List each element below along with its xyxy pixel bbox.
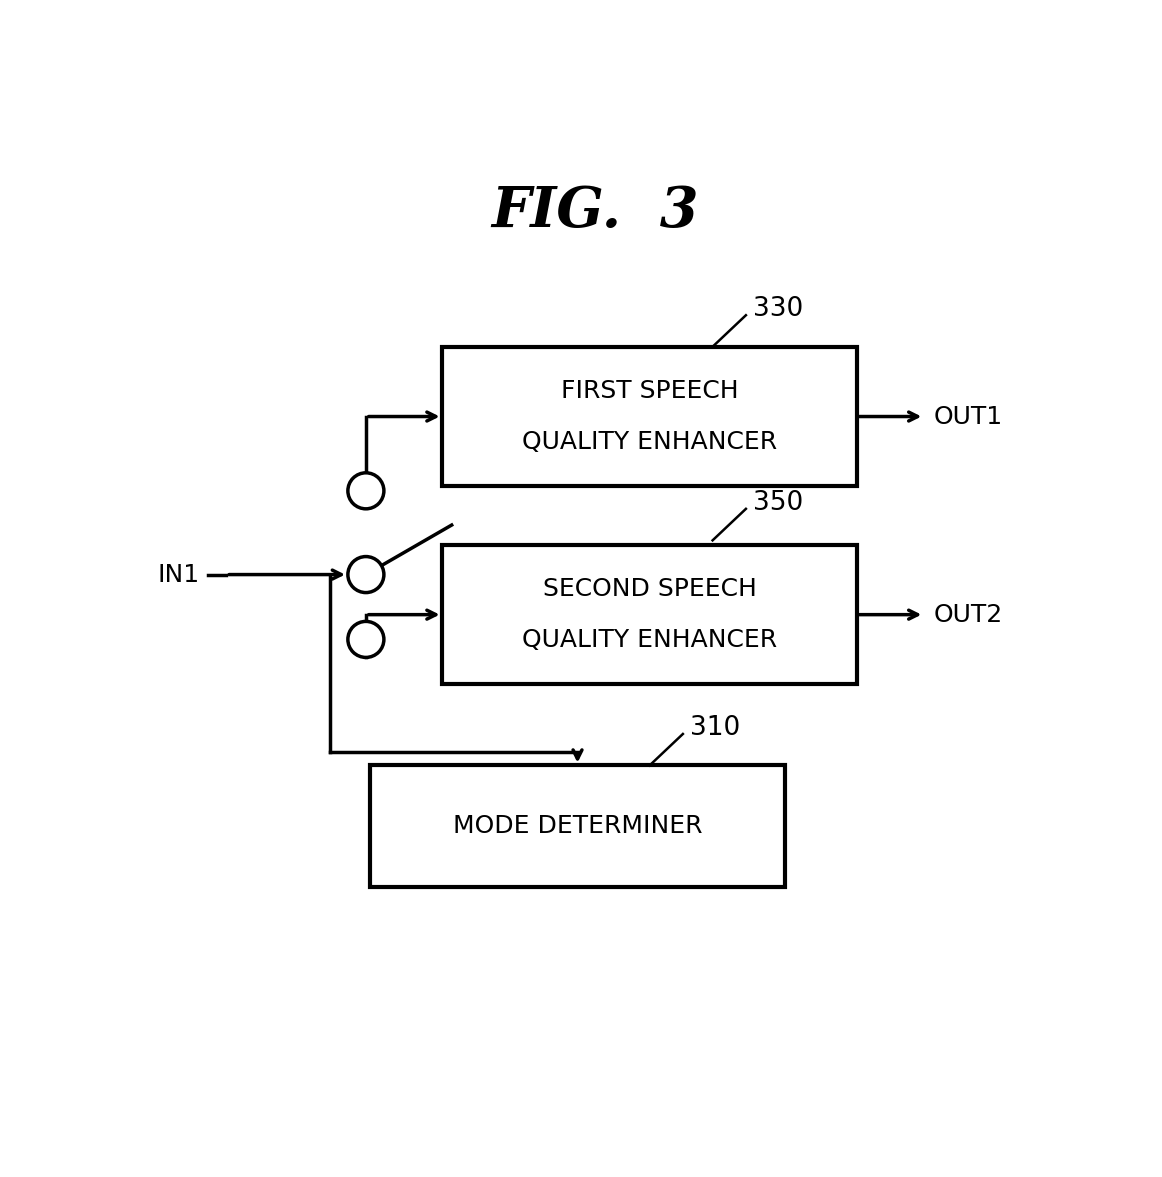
Bar — [443, 347, 856, 486]
Text: OUT1: OUT1 — [933, 405, 1003, 428]
Circle shape — [347, 473, 383, 508]
Text: FIG.  3: FIG. 3 — [492, 184, 700, 239]
Circle shape — [347, 621, 383, 658]
Text: 310: 310 — [690, 714, 740, 740]
Text: OUT2: OUT2 — [933, 603, 1003, 626]
Text: QUALITY ENHANCER: QUALITY ENHANCER — [522, 430, 777, 454]
Text: 330: 330 — [753, 295, 803, 322]
Text: FIRST SPEECH: FIRST SPEECH — [561, 379, 738, 404]
Bar — [371, 765, 784, 887]
Text: 350: 350 — [753, 490, 803, 516]
Text: QUALITY ENHANCER: QUALITY ENHANCER — [522, 627, 777, 652]
Text: IN1: IN1 — [157, 563, 200, 586]
Text: SECOND SPEECH: SECOND SPEECH — [543, 578, 756, 601]
Bar — [443, 545, 856, 685]
Text: MODE DETERMINER: MODE DETERMINER — [453, 814, 702, 838]
Circle shape — [347, 557, 383, 592]
